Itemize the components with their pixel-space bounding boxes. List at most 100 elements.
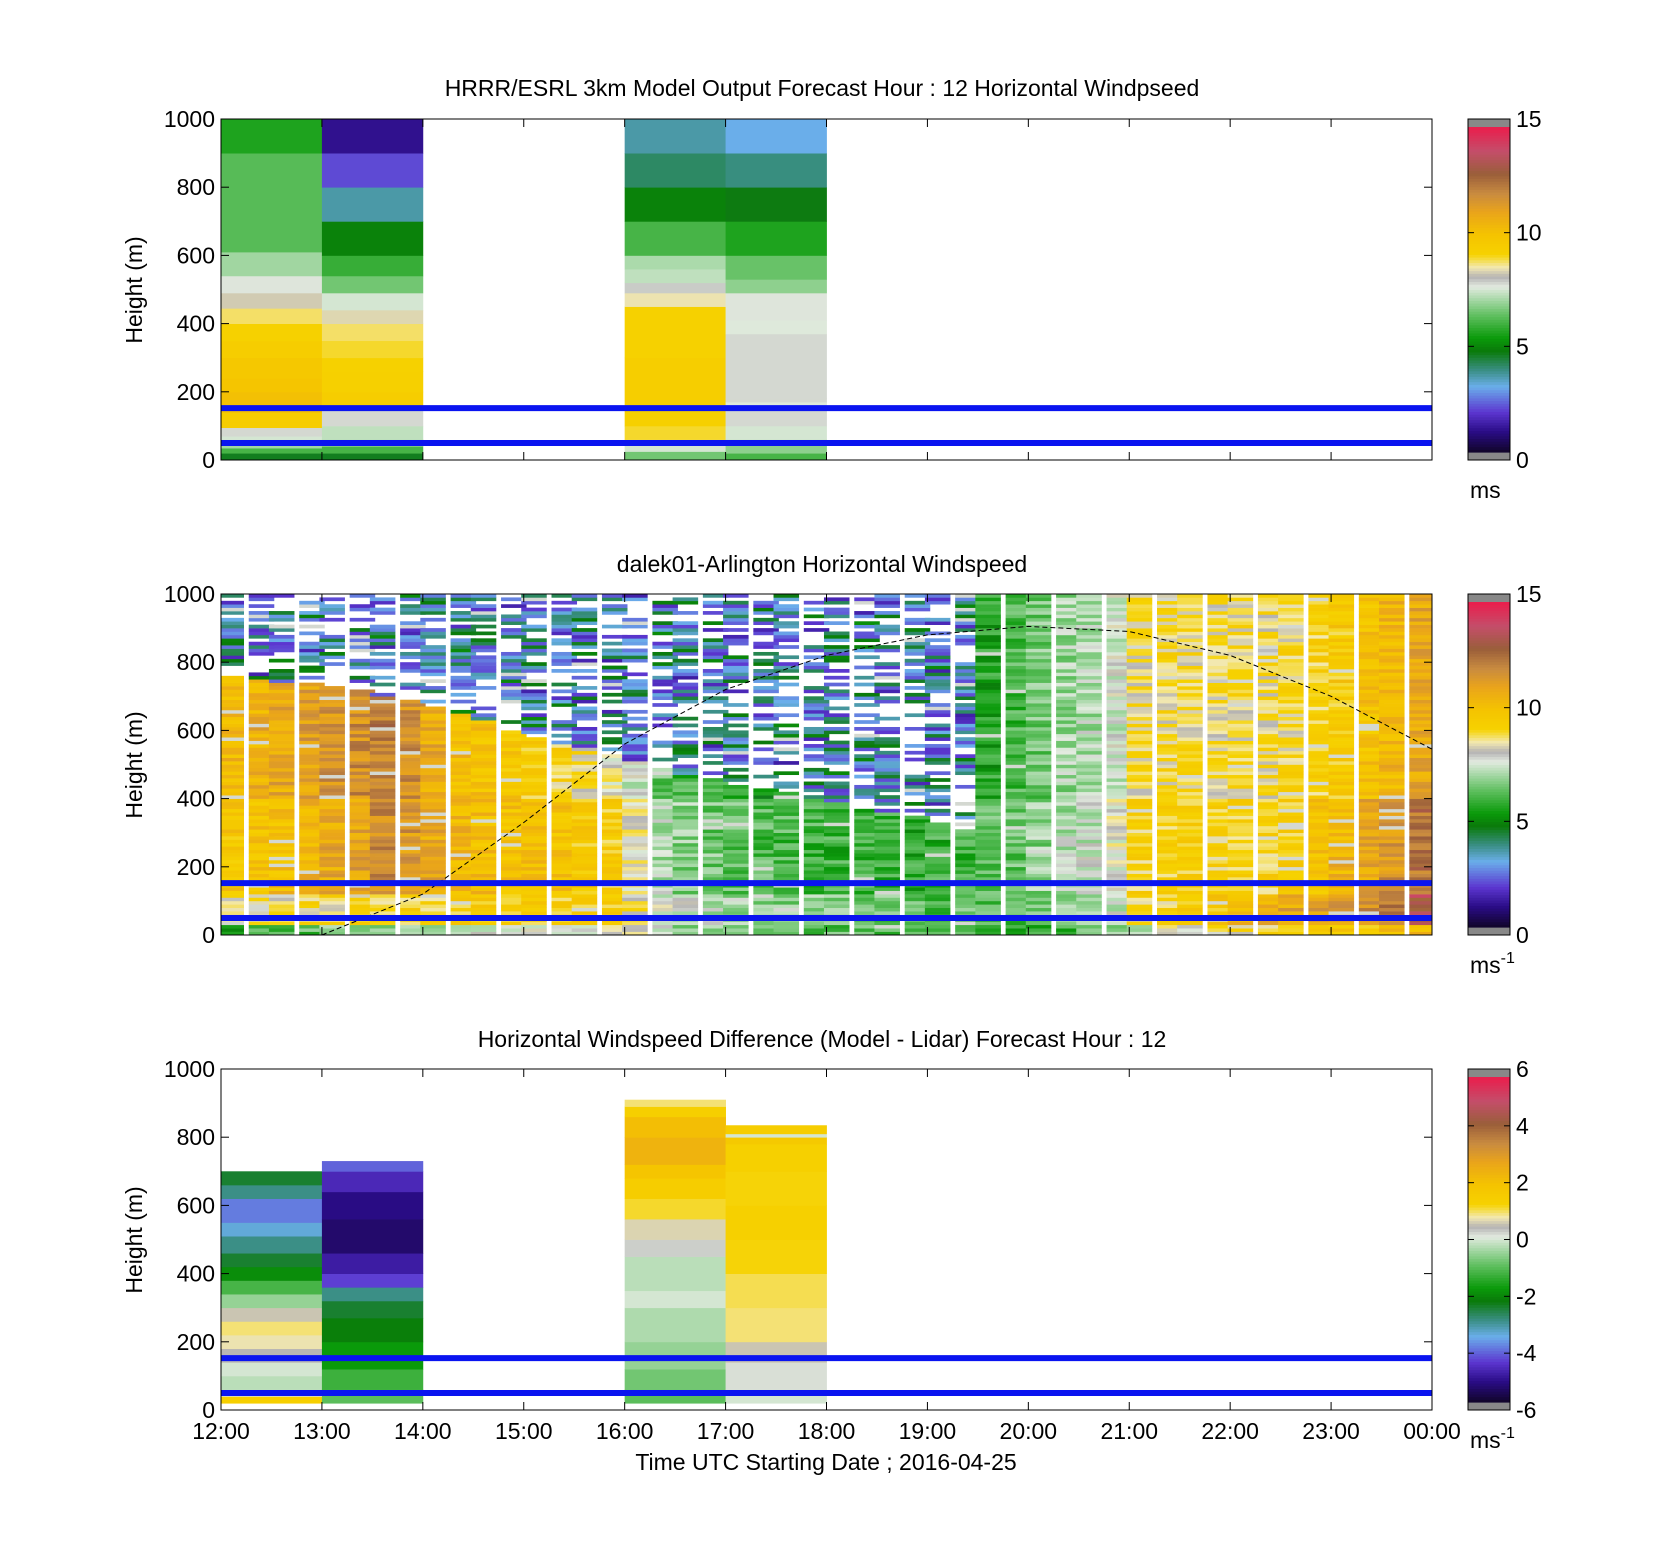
colorbar-swatch (1468, 1309, 1510, 1314)
colorbar-swatch (1468, 707, 1510, 711)
heatmap-cell (924, 846, 951, 851)
heatmap-cell (349, 863, 376, 868)
heatmap-cell (400, 764, 426, 769)
colorbar-swatch (1468, 1299, 1510, 1303)
heatmap-cell (1076, 836, 1102, 840)
heatmap-cell (268, 638, 295, 643)
heatmap-cell (450, 859, 477, 864)
heatmap-cell (702, 645, 729, 649)
heatmap-cell (955, 761, 981, 765)
heatmap-cell (1025, 911, 1052, 915)
heatmap-cell (1126, 791, 1153, 796)
heatmap-cell (622, 873, 648, 878)
colorbar-swatch (1468, 335, 1510, 339)
heatmap-cell (723, 866, 749, 871)
heatmap-cell (551, 928, 578, 932)
heatmap-cell (369, 873, 396, 878)
heatmap-cell (1278, 682, 1304, 687)
heatmap-cell (521, 784, 547, 789)
heatmap-cell (1328, 846, 1355, 851)
heatmap-cell (1308, 679, 1334, 683)
heatmap-cell (1076, 757, 1102, 762)
heatmap-cell (221, 754, 245, 758)
heatmap-cell (1056, 631, 1082, 636)
colorbar-swatch (1468, 813, 1510, 817)
heatmap-cell (1106, 784, 1133, 789)
heatmap-cell (803, 730, 830, 735)
heatmap-cell (1328, 870, 1355, 874)
heatmap-cell (622, 641, 648, 646)
heatmap-cell (1025, 791, 1052, 796)
heatmap-cell (1257, 723, 1284, 728)
heatmap-cell (501, 767, 527, 772)
heatmap-cell (1308, 815, 1334, 820)
heatmap-cell (299, 829, 325, 833)
heatmap-cell (221, 747, 245, 752)
heatmap-cell (702, 682, 729, 687)
heatmap-cell (1056, 628, 1082, 632)
heatmap-cell (1177, 863, 1203, 868)
heatmap-cell (470, 645, 497, 649)
heatmap-cell (221, 764, 245, 769)
heatmap-cell (1076, 784, 1102, 789)
heatmap-cell (501, 757, 527, 762)
colorbar-swatch (1468, 324, 1510, 329)
heatmap-cell (773, 631, 800, 636)
colorbar-swatch (1468, 775, 1510, 779)
heatmap-cell (450, 774, 477, 779)
heatmap-cell (551, 624, 578, 629)
colorbar-swatch (1468, 270, 1510, 274)
heatmap-cell (1177, 890, 1203, 895)
heatmap-cell (624, 1099, 726, 1107)
heatmap-cell (1278, 870, 1304, 874)
heatmap-cell (854, 829, 880, 833)
heatmap-cell (702, 866, 729, 871)
heatmap-cell (1409, 907, 1432, 912)
colorbar-tick-label: 15 (1516, 106, 1542, 132)
heatmap-cell (622, 815, 648, 820)
heatmap-cell (975, 631, 1001, 636)
heatmap-cell (1409, 839, 1432, 844)
heatmap-cell (1278, 757, 1304, 762)
heatmap-cell (268, 907, 295, 912)
heatmap-cell (1358, 819, 1385, 823)
heatmap-cell (1005, 638, 1032, 643)
heatmap-cell (975, 740, 1001, 745)
heatmap-cell (725, 255, 827, 280)
heatmap-cell (1106, 757, 1133, 762)
heatmap-cell (725, 1273, 827, 1309)
heatmap-cell (369, 662, 396, 666)
heatmap-cell (1379, 631, 1405, 636)
heatmap-cell (299, 689, 325, 694)
heatmap-cell (601, 846, 628, 851)
heatmap-cell (400, 716, 426, 721)
heatmap-cell (268, 819, 295, 823)
heatmap-cell (450, 894, 477, 898)
heatmap-cell (1056, 675, 1082, 680)
heatmap-cell (420, 900, 446, 905)
heatmap-cell (1207, 887, 1233, 891)
heatmap-cell (551, 655, 578, 660)
heatmap-cell (1126, 795, 1153, 799)
heatmap-cell (1056, 877, 1082, 881)
heatmap-cell (369, 682, 396, 687)
heatmap-cell (1076, 655, 1102, 660)
heatmap-cell (702, 737, 729, 741)
heatmap-cell (319, 726, 345, 731)
heatmap-cell (975, 747, 1001, 752)
heatmap-cell (1207, 764, 1233, 769)
colorbar-swatch (1468, 357, 1510, 361)
heatmap-cell (874, 614, 900, 619)
heatmap-cell (904, 887, 931, 891)
heatmap-cell (924, 703, 951, 707)
heatmap-cell (672, 808, 699, 813)
colorbar-swatch (1468, 1358, 1510, 1362)
heatmap-cell (1308, 594, 1334, 598)
heatmap-cell (1227, 822, 1254, 827)
heatmap-cell (1328, 924, 1355, 929)
colorbar-swatch (1468, 1207, 1510, 1211)
heatmap-cell (1157, 928, 1183, 932)
heatmap-cell (299, 877, 325, 881)
heatmap-cell (622, 825, 648, 830)
heatmap-cell (955, 624, 981, 629)
